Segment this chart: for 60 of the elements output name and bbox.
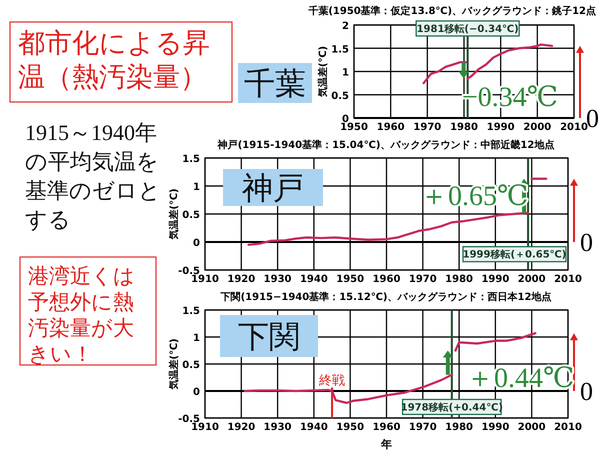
chart-title: 千葉(1950基準：仮定13.8℃)、バックグラウンド：銚子12点 (307, 5, 596, 17)
text: 港湾近くは予想外に熱汚染量が大きい！ (28, 264, 135, 366)
y-axis-title: 気温差(℃) (168, 188, 180, 241)
y-tick-label: 1 (342, 68, 350, 78)
x-tick-label: 1910 (191, 422, 219, 433)
x-tick-label: 1970 (413, 122, 442, 133)
ref-line-label: 1999移転(＋0.65℃) (462, 248, 566, 261)
y-tick-label: 0.5 (182, 360, 200, 371)
x-tick-label: 1950 (336, 274, 364, 285)
x-tick-label: 1910 (191, 274, 219, 285)
text: 0 (580, 377, 593, 406)
text: 1915～1940年の平均気温を基準のゼロとする (25, 120, 161, 232)
y-tick-label: 1.5 (331, 44, 350, 56)
x-tick-label: 1920 (227, 274, 256, 285)
y-tick-label: 0 (193, 238, 200, 249)
y-tick-label: 1.5 (182, 154, 200, 165)
x-axis-title: 年 (380, 438, 392, 451)
x-tick-label: 1990 (481, 422, 510, 433)
x-tick-label: 1930 (264, 422, 292, 433)
x-tick-label: 1940 (300, 422, 328, 433)
x-tick-label: 2000 (523, 122, 552, 133)
x-tick-label: 1970 (408, 422, 437, 433)
x-tick-label: 1920 (227, 422, 256, 433)
x-tick-label: 1980 (445, 422, 474, 433)
x-tick-label: 1960 (372, 422, 400, 433)
ref-line-label: 終戦 (318, 374, 346, 389)
x-tick-label: 2010 (554, 274, 582, 285)
x-tick-label: 1950 (336, 422, 364, 433)
y-tick-label: 0 (193, 387, 200, 398)
x-tick-label: 2010 (560, 122, 588, 133)
x-tick-label: 1940 (300, 274, 328, 285)
text: 0 (580, 228, 593, 257)
y-tick-label: 0.5 (182, 210, 200, 221)
y-tick-label: 1 (193, 333, 200, 344)
y-tick-label: 1.5 (182, 306, 200, 317)
text: 0 (586, 104, 599, 133)
annotation: 神戸 (242, 170, 304, 206)
x-tick-label: 1980 (445, 274, 474, 285)
y-tick-label: 0.5 (331, 90, 350, 102)
x-tick-label: 1970 (408, 274, 437, 285)
y-tick-label: 2 (342, 21, 350, 32)
text: 都市化による昇温（熱汚染量） (18, 28, 210, 93)
annotation: 下関 (238, 319, 300, 355)
x-tick-label: 1950 (340, 122, 368, 133)
y-axis-title: 気温差(℃) (317, 46, 329, 98)
text: 千葉 (244, 66, 306, 102)
y-tick-label: 1 (193, 182, 200, 193)
x-tick-label: 2000 (518, 422, 546, 433)
ref-line-label: 1981移転(−0.34℃) (416, 22, 519, 35)
x-tick-label: 1930 (264, 274, 292, 285)
chart-title: 神戸(1915-1940基準：15.04℃)、バックグラウンド：中部近畿12地点 (216, 139, 554, 151)
chart-title: 下関(1915−1940基準：15.12℃)、バックグラウンド：西日本12地点 (220, 291, 552, 303)
x-tick-label: 1990 (481, 274, 510, 285)
x-tick-label: 1990 (486, 122, 515, 133)
x-tick-label: 1960 (376, 122, 405, 133)
x-tick-label: 2000 (518, 274, 546, 285)
y-axis-title: 気温差(℃) (168, 338, 180, 391)
x-tick-label: 2010 (554, 422, 582, 433)
x-tick-label: 1980 (450, 122, 478, 133)
x-tick-label: 1960 (372, 274, 400, 285)
